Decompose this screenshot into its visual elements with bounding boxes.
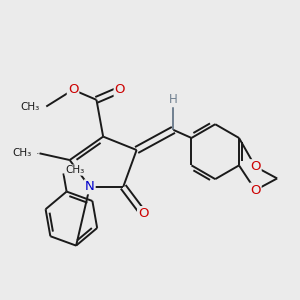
Text: O: O (250, 160, 261, 173)
Text: methyl: methyl (37, 153, 42, 154)
Text: O: O (138, 207, 148, 220)
Text: CH₃: CH₃ (20, 101, 40, 112)
Text: H: H (169, 93, 178, 106)
Text: CH₃: CH₃ (12, 148, 31, 158)
Text: O: O (68, 83, 78, 96)
Text: CH₃: CH₃ (65, 165, 84, 175)
Text: O: O (250, 184, 261, 197)
Text: N: N (85, 180, 94, 193)
Text: O: O (115, 83, 125, 96)
